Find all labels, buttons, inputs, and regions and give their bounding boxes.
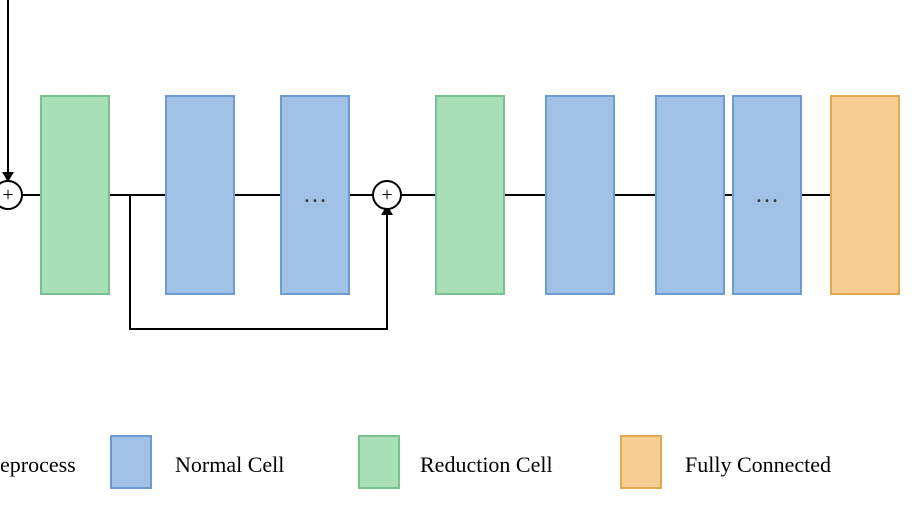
cell-fully-connected bbox=[830, 95, 900, 295]
skip-up bbox=[386, 210, 388, 330]
cell-normal-3 bbox=[655, 95, 725, 295]
plus-glyph: + bbox=[381, 185, 392, 205]
cell-normal-ellipsis-1: … bbox=[280, 95, 350, 295]
legend-label-reduction: Reduction Cell bbox=[420, 452, 553, 478]
legend-label-preprocess: eprocess bbox=[0, 452, 76, 478]
edge-c2-c3 bbox=[235, 194, 285, 196]
skip-horiz bbox=[129, 328, 388, 330]
skip-down bbox=[129, 195, 131, 330]
legend-swatch-reduction bbox=[358, 435, 400, 489]
edge-c4-c5 bbox=[505, 194, 550, 196]
legend-swatch-fc bbox=[620, 435, 662, 489]
plus-glyph: + bbox=[2, 185, 13, 205]
legend-label-fc: Fully Connected bbox=[685, 452, 831, 478]
legend-label-normal: Normal Cell bbox=[175, 452, 284, 478]
cell-normal-1 bbox=[165, 95, 235, 295]
edge-c1-c2 bbox=[110, 194, 170, 196]
cell-label: … bbox=[755, 182, 779, 209]
cell-reduction-1 bbox=[40, 95, 110, 295]
plus-node-2: + bbox=[372, 180, 402, 210]
plus-node-1: + bbox=[0, 180, 23, 210]
legend-swatch-normal bbox=[110, 435, 152, 489]
edge-c5-c6 bbox=[615, 194, 660, 196]
cell-normal-ellipsis-2: … bbox=[732, 95, 802, 295]
cell-label: … bbox=[303, 182, 327, 209]
cell-reduction-2 bbox=[435, 95, 505, 295]
cell-normal-2 bbox=[545, 95, 615, 295]
arrow-input-vline bbox=[7, 0, 9, 182]
